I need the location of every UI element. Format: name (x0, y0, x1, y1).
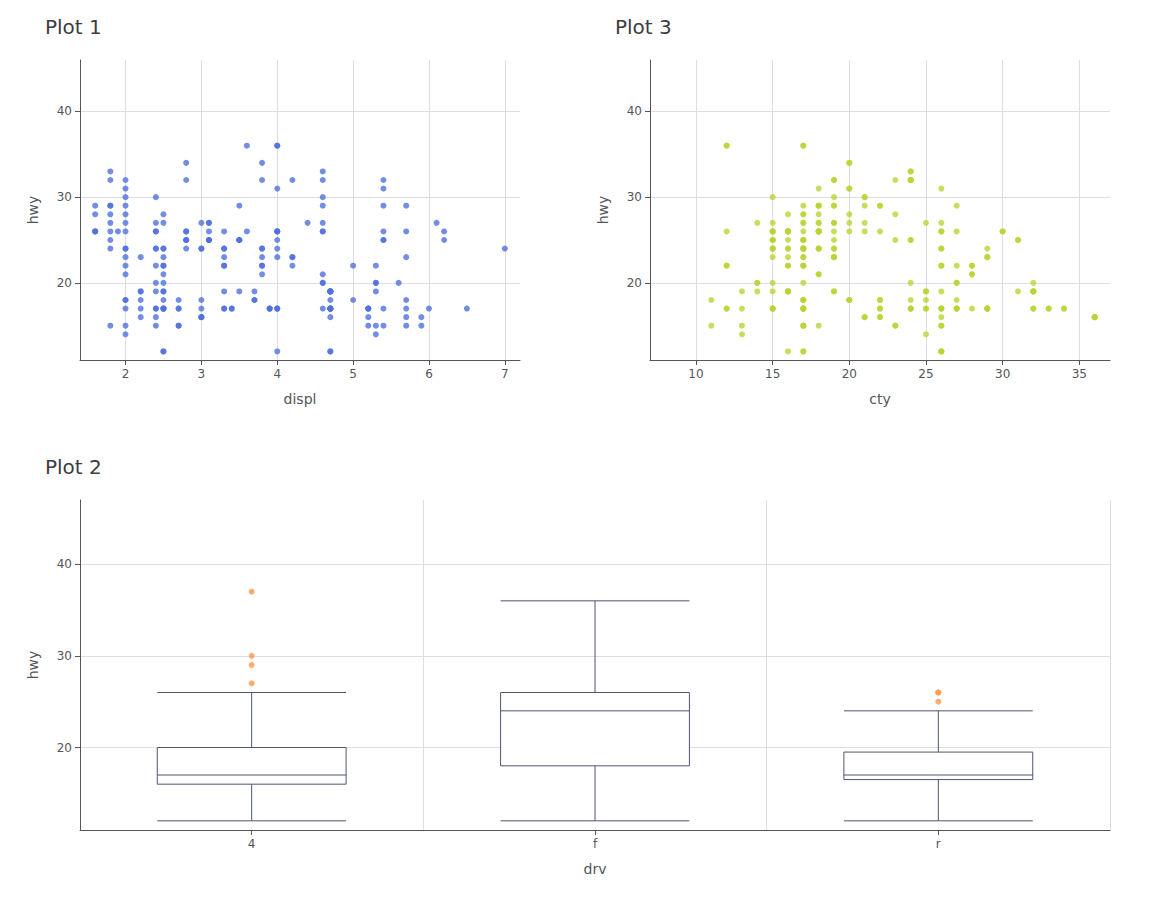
svg-text:r: r (936, 837, 941, 851)
svg-text:4: 4 (273, 367, 281, 381)
svg-text:40: 40 (627, 104, 642, 118)
svg-text:Plot 3: Plot 3 (615, 15, 672, 39)
svg-text:Plot 1: Plot 1 (45, 15, 102, 39)
svg-text:hwy: hwy (25, 196, 41, 225)
svg-text:15: 15 (765, 367, 780, 381)
svg-text:drv: drv (584, 861, 607, 877)
svg-text:40: 40 (57, 104, 72, 118)
svg-text:5: 5 (349, 367, 357, 381)
svg-text:20: 20 (57, 741, 72, 755)
svg-text:30: 30 (57, 190, 72, 204)
svg-text:f: f (593, 837, 598, 851)
svg-text:displ: displ (284, 391, 317, 407)
svg-text:6: 6 (425, 367, 433, 381)
svg-text:10: 10 (688, 367, 703, 381)
svg-text:hwy: hwy (595, 196, 611, 225)
svg-text:40: 40 (57, 557, 72, 571)
svg-text:35: 35 (1072, 367, 1087, 381)
svg-text:3: 3 (198, 367, 206, 381)
svg-text:cty: cty (869, 391, 890, 407)
svg-text:20: 20 (57, 276, 72, 290)
svg-text:20: 20 (627, 276, 642, 290)
svg-text:4: 4 (248, 837, 256, 851)
svg-text:hwy: hwy (25, 651, 41, 680)
svg-text:7: 7 (501, 367, 509, 381)
svg-text:30: 30 (995, 367, 1010, 381)
svg-text:2: 2 (122, 367, 130, 381)
svg-text:30: 30 (627, 190, 642, 204)
svg-text:25: 25 (918, 367, 933, 381)
svg-text:20: 20 (842, 367, 857, 381)
svg-text:Plot 2: Plot 2 (45, 455, 102, 479)
svg-text:30: 30 (57, 649, 72, 663)
